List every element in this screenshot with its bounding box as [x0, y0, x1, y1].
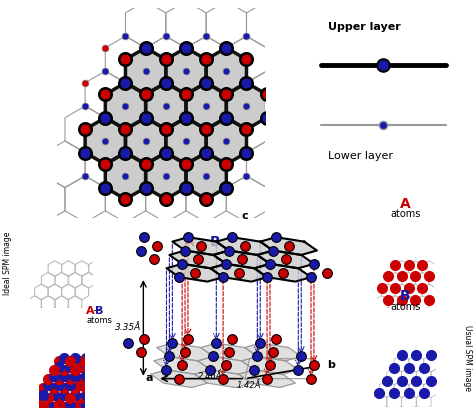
Text: Ideal SPM image: Ideal SPM image [3, 231, 12, 295]
Polygon shape [85, 118, 126, 164]
Polygon shape [239, 370, 295, 388]
Text: 2.46Å: 2.46Å [198, 372, 222, 381]
Polygon shape [198, 356, 255, 374]
Polygon shape [126, 118, 166, 164]
Polygon shape [206, 118, 246, 164]
Text: a: a [145, 373, 153, 383]
Text: B: B [210, 235, 221, 249]
Text: b: b [328, 360, 335, 369]
Polygon shape [154, 356, 210, 374]
Text: 3.35Å: 3.35Å [115, 323, 141, 332]
Polygon shape [169, 251, 226, 268]
Text: 1.42Å: 1.42Å [237, 381, 262, 390]
Polygon shape [105, 152, 146, 199]
Polygon shape [201, 343, 257, 361]
Polygon shape [126, 48, 166, 95]
Polygon shape [242, 356, 298, 374]
Polygon shape [260, 237, 317, 255]
Text: +: + [92, 306, 100, 316]
Text: A: A [86, 306, 95, 316]
Text: atoms: atoms [390, 302, 420, 312]
Text: Usual SPM image: Usual SPM image [463, 325, 472, 390]
Text: atoms: atoms [86, 316, 112, 325]
Polygon shape [166, 118, 206, 164]
Polygon shape [173, 237, 229, 255]
Text: atoms: atoms [390, 209, 420, 219]
Polygon shape [157, 343, 213, 361]
Polygon shape [146, 152, 186, 199]
Polygon shape [195, 370, 251, 388]
Polygon shape [216, 237, 273, 255]
Polygon shape [206, 48, 246, 95]
Text: A: A [184, 235, 195, 249]
Polygon shape [186, 83, 226, 129]
Polygon shape [255, 264, 311, 282]
Text: Lower layer: Lower layer [328, 151, 393, 161]
Polygon shape [166, 48, 206, 95]
Polygon shape [213, 251, 270, 268]
Polygon shape [146, 83, 186, 129]
Polygon shape [166, 264, 223, 282]
Polygon shape [105, 83, 146, 129]
Text: B: B [400, 289, 410, 303]
Text: c: c [242, 212, 248, 222]
Text: B: B [95, 306, 103, 316]
Polygon shape [226, 83, 267, 129]
Polygon shape [210, 264, 267, 282]
Polygon shape [151, 370, 208, 388]
Text: Upper layer: Upper layer [328, 22, 401, 32]
Polygon shape [245, 343, 301, 361]
Polygon shape [186, 152, 226, 199]
Polygon shape [257, 251, 314, 268]
Text: A: A [400, 196, 410, 210]
